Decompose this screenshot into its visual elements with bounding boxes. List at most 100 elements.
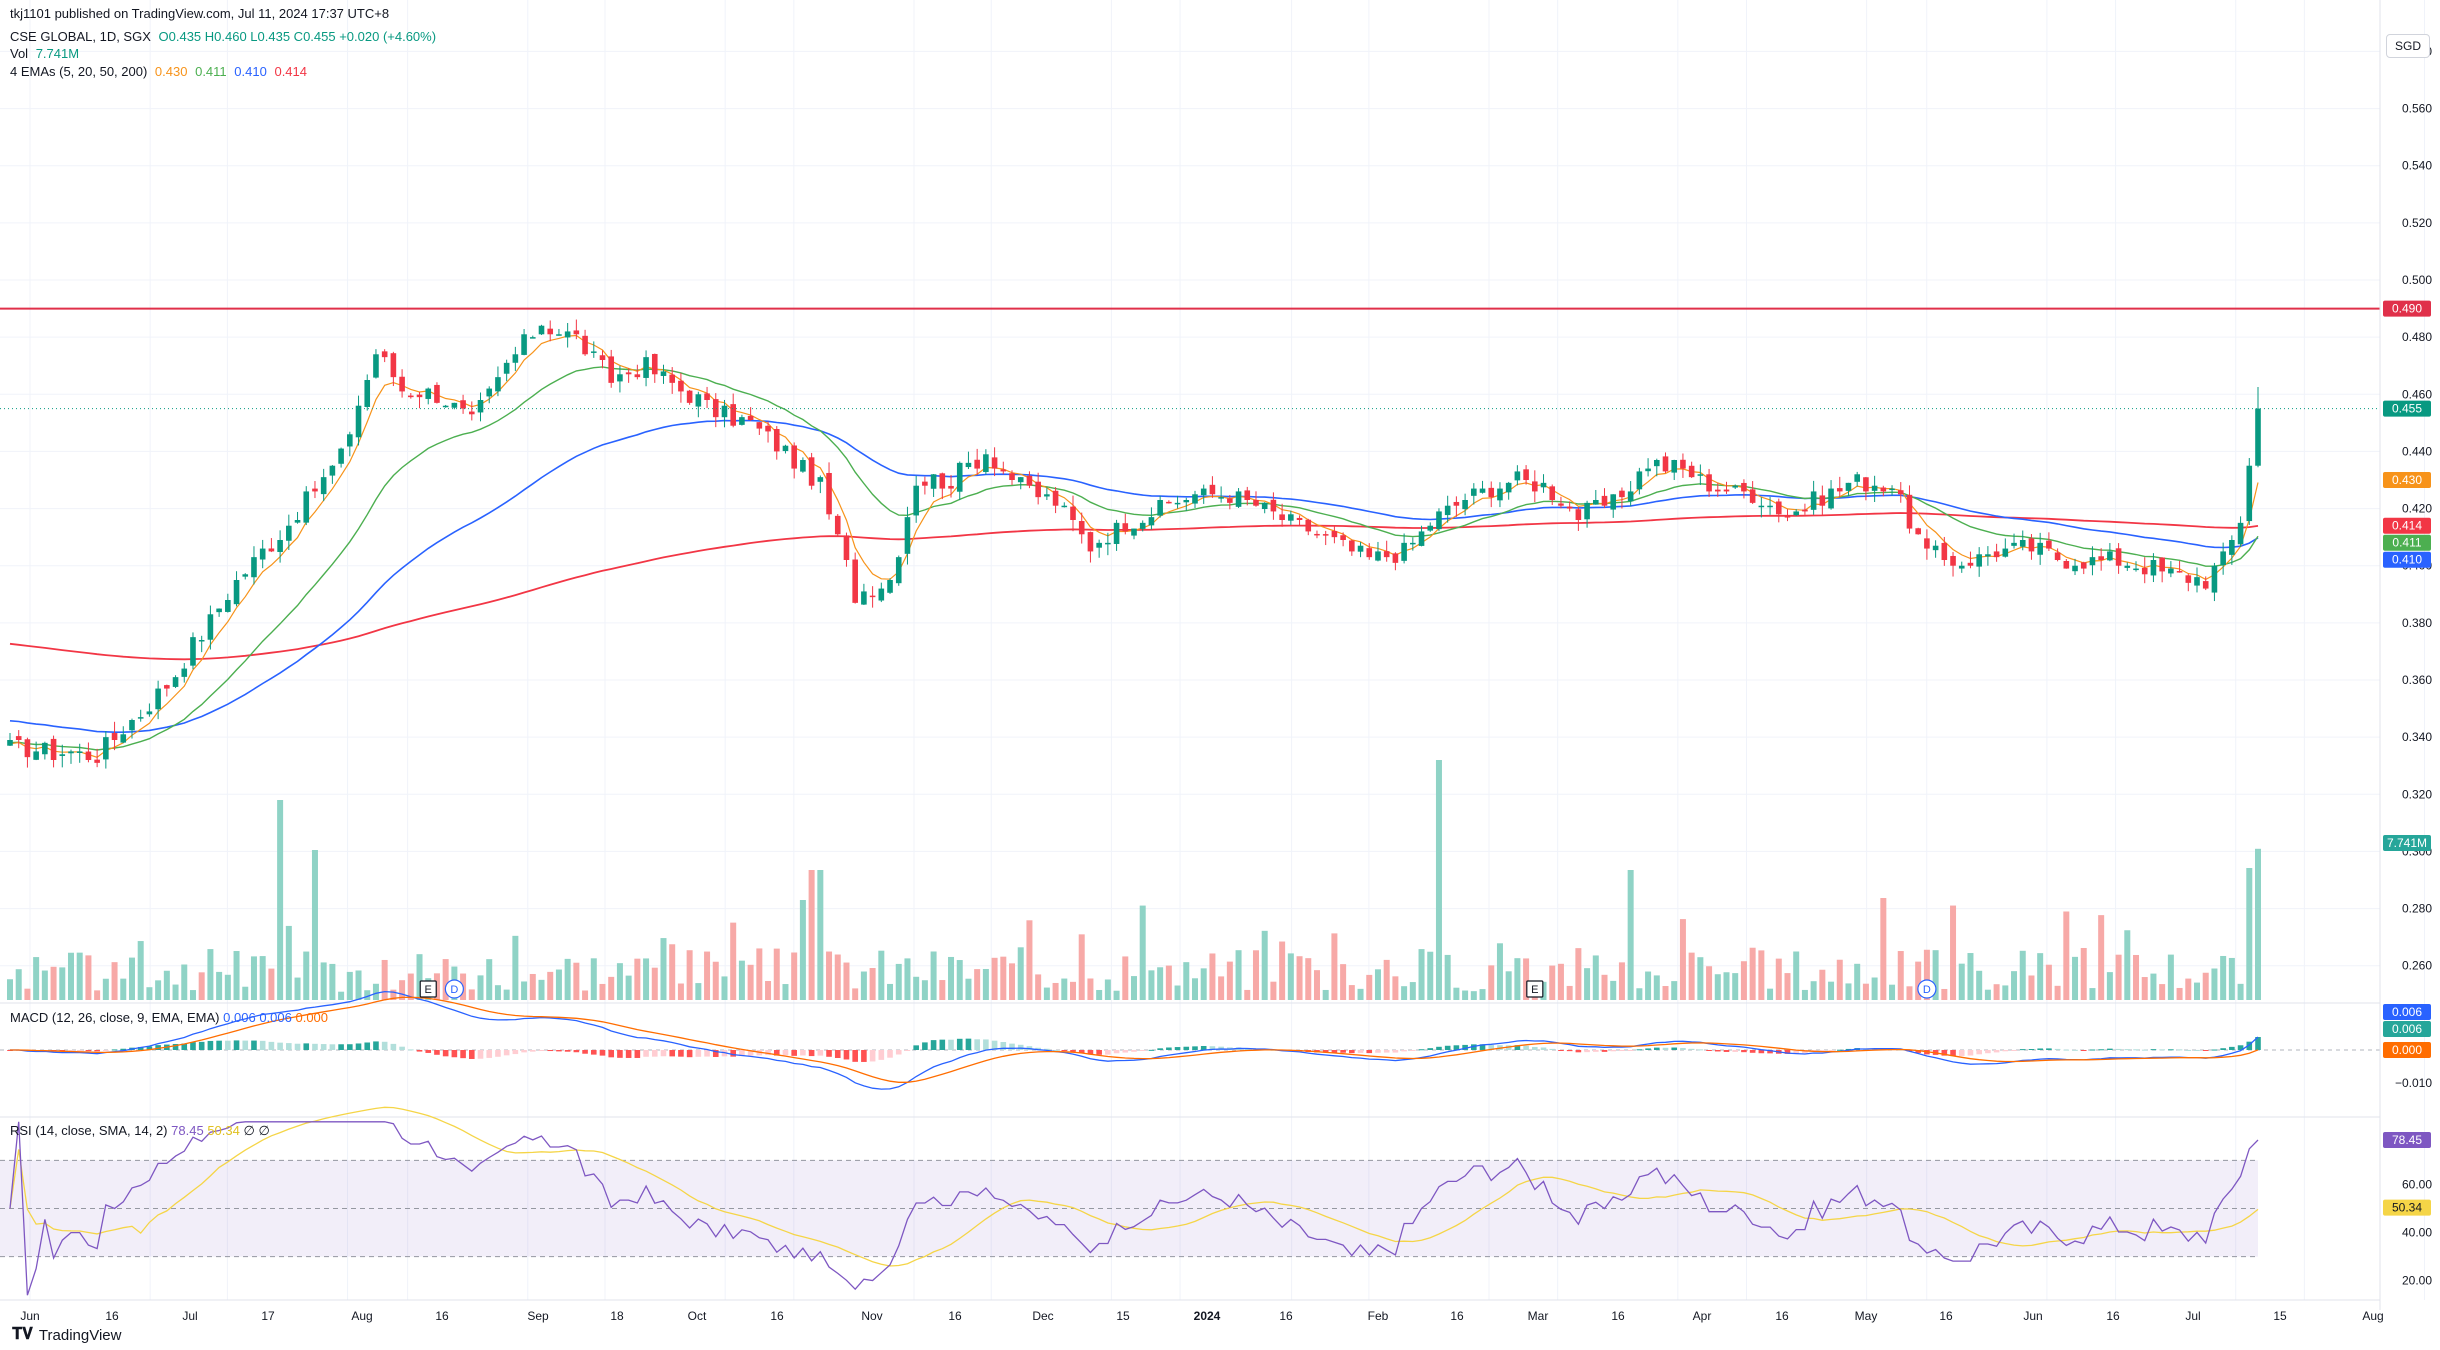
candles[interactable] [7, 319, 2261, 769]
volume-bar [660, 938, 667, 1000]
candle-body [320, 477, 327, 495]
volume-bar [1200, 968, 1207, 1000]
price-label-text: 0.414 [2392, 519, 2422, 533]
volume-bar [1113, 990, 1120, 1000]
currency-label: SGD [2394, 39, 2421, 53]
macd-hist-bar [190, 1042, 196, 1050]
macd-hist-bar [1680, 1047, 1686, 1050]
volume-bar [76, 952, 83, 1000]
volume-bar [294, 977, 301, 1000]
candle-body [103, 737, 109, 760]
volume-bar [1941, 988, 1948, 1000]
candle-body [2246, 465, 2253, 522]
dividend-marker-label: D [1923, 984, 1931, 996]
macd-hist-bar [573, 1050, 580, 1053]
candle-body [1096, 542, 1102, 548]
macd-hist-bar [460, 1050, 466, 1059]
candle-body [590, 351, 597, 353]
volume-bar [2028, 975, 2035, 1000]
candle-body [495, 377, 501, 392]
price-label-text: 0.430 [2392, 473, 2422, 487]
candle-body [477, 400, 484, 413]
candle-body [347, 434, 353, 447]
macd-hist-bar [1052, 1049, 1059, 1051]
candle-body [599, 355, 606, 360]
candle-body [1958, 565, 1965, 569]
macd-hist-bar [1471, 1044, 1477, 1050]
time-tick-label: 16 [1775, 1309, 1789, 1323]
volume-bar [1984, 989, 1991, 1000]
volume-bar [2255, 848, 2261, 1000]
macd-hist-bar [381, 1041, 388, 1050]
macd-hist-bar [730, 1050, 736, 1057]
volume-bar [15, 969, 22, 1000]
macd-hist-bar [1836, 1049, 1843, 1051]
macd-legend[interactable]: MACD (12, 26, close, 9, EMA, EMA) 0.006 … [10, 1010, 328, 1025]
volume-bar [1453, 987, 1460, 1000]
volume-bar [346, 971, 353, 1000]
macd-hist-bar [930, 1040, 937, 1050]
volume-bar [1749, 947, 1756, 1000]
candle-body [878, 588, 885, 601]
volume-bar [590, 958, 597, 1000]
macd-hist-bar [1950, 1050, 1956, 1057]
candle-body [1784, 516, 1791, 518]
macd-hist-bar [2089, 1049, 2096, 1051]
candle-body [782, 445, 789, 452]
candle-body [869, 595, 876, 598]
macd-hist-bar [625, 1050, 632, 1058]
candle-body [1540, 482, 1547, 488]
volume-bar [1209, 953, 1216, 1000]
price-label-text: 0.490 [2392, 302, 2422, 316]
volume-bar [1732, 973, 1739, 1000]
volume-bar [33, 957, 40, 1000]
volume-bar [1767, 988, 1774, 1000]
resistance-line[interactable] [0, 307, 2380, 410]
candle-body [1314, 533, 1320, 536]
rsi-legend[interactable]: RSI (14, close, SMA, 14, 2) 78.45 50.34 … [10, 1123, 270, 1139]
macd-hist-bar [913, 1045, 919, 1050]
volume-bar [939, 980, 946, 1000]
volume-legend[interactable]: Vol 7.741M [10, 46, 83, 61]
candle-body [773, 429, 780, 452]
candle-body [225, 600, 231, 612]
macd-hist-bar [678, 1050, 684, 1057]
macd-hist-bar [1157, 1048, 1163, 1050]
candle-body [1410, 542, 1416, 545]
volume-bar [242, 986, 249, 1000]
macd-hist-bar [1174, 1047, 1181, 1050]
candle-body [286, 525, 292, 541]
macd-hist-bar [948, 1039, 954, 1050]
symbol-legend[interactable]: CSE GLOBAL, 1D, SGX O0.435 H0.460 L0.435… [10, 29, 440, 44]
macd-hist-bar [800, 1050, 806, 1056]
macd-hist-bar [556, 1050, 562, 1052]
candle-body [155, 688, 161, 710]
volume-bar [155, 980, 162, 1000]
macd-hist-bar [2237, 1045, 2244, 1050]
candle-body [765, 425, 771, 432]
volume-bar [904, 958, 911, 1000]
macd-hist-bar [1941, 1050, 1948, 1056]
volume-bar [582, 990, 589, 1000]
published-text: tkj1101 published on TradingView.com, Ju… [10, 6, 390, 21]
tradingview-brand[interactable]: 𝐓𝐕 TradingView [12, 1326, 121, 1344]
candle-body [608, 356, 615, 383]
currency-button[interactable]: SGD [2386, 34, 2430, 58]
macd-hist-bar [1523, 1045, 1529, 1050]
time-tick-label: 16 [435, 1309, 449, 1323]
volume-bar [1915, 961, 1922, 1000]
ema-legend[interactable]: 4 EMAs (5, 20, 50, 200) 0.430 0.411 0.41… [10, 64, 311, 79]
candle-body [1758, 505, 1765, 508]
macd-hist-bar [643, 1050, 649, 1057]
volume-bar [782, 984, 789, 1000]
volume-bar [120, 978, 127, 1000]
ema-label: 4 EMAs (5, 20, 50, 200) [10, 64, 148, 79]
volume-bar [1348, 985, 1355, 1000]
price-label-text: 0.411 [2392, 536, 2421, 550]
macd-hist-bar [1714, 1050, 1721, 1052]
macd-hist-bar [2037, 1048, 2043, 1050]
macd-hist-bar [1985, 1050, 1991, 1054]
macd-hist-bar [2072, 1049, 2078, 1051]
